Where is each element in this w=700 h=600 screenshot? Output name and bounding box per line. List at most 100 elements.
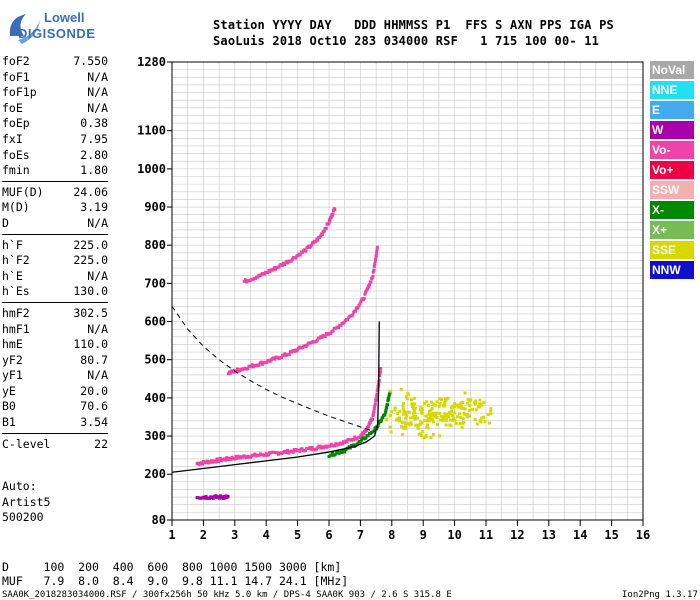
echo-point	[371, 274, 375, 278]
param-value: N/A	[87, 215, 108, 230]
x-tick-label: 5	[294, 528, 301, 542]
legend-item: NNW	[650, 261, 694, 279]
y-tick-label: 80	[152, 513, 166, 527]
header-labels: Station YYYY DAY DDD HHMMSS P1 FFS S AXN…	[213, 18, 614, 32]
echo-point	[468, 399, 472, 403]
echo-point	[402, 412, 406, 416]
echo-point	[449, 424, 453, 428]
echo-point	[353, 435, 357, 439]
echo-point	[272, 266, 276, 270]
param-separator	[2, 233, 108, 235]
echo-point	[324, 226, 328, 230]
echo-point	[432, 413, 436, 417]
echo-point	[415, 416, 419, 420]
echo-point	[343, 450, 347, 454]
echo-point	[431, 420, 435, 424]
echo-point	[428, 419, 432, 423]
echo-point	[386, 403, 390, 407]
x-tick-label: 6	[325, 528, 332, 542]
echo-point	[315, 447, 319, 451]
echo-point	[373, 262, 377, 266]
echo-point	[229, 457, 233, 461]
echo-point	[446, 415, 450, 419]
param-value: 7.95	[80, 131, 108, 146]
param-value: 24.06	[73, 184, 108, 199]
y-tick-label: 1280	[137, 55, 166, 69]
param-value: N/A	[87, 69, 108, 84]
echo-point	[263, 453, 267, 457]
echo-point	[268, 359, 272, 363]
echo-point	[233, 457, 237, 461]
echo-point	[301, 250, 305, 254]
echo-point	[441, 418, 445, 422]
echo-point	[322, 229, 326, 233]
echo-point	[223, 496, 227, 500]
echo-point	[416, 426, 420, 430]
param-key: foF1p	[2, 85, 37, 100]
y-tick-label: 200	[144, 467, 166, 481]
echo-point	[389, 430, 393, 434]
y-tick-label: 1100	[137, 124, 166, 138]
echo-point	[374, 257, 378, 261]
param-value: N/A	[87, 100, 108, 115]
echo-point	[262, 272, 266, 276]
echo-point	[320, 335, 324, 339]
echo-point	[373, 403, 377, 407]
echo-point	[304, 249, 308, 253]
echo-point	[364, 436, 368, 440]
echo-point	[266, 453, 270, 457]
echo-point	[404, 426, 408, 430]
echo-point	[369, 280, 373, 284]
echo-point	[447, 410, 451, 414]
echo-point	[430, 407, 434, 411]
echo-point	[327, 221, 331, 225]
auto-artist: Artist5	[2, 494, 51, 509]
x-tick-label: 10	[447, 528, 461, 542]
echo-point	[234, 454, 238, 458]
echo-point	[329, 442, 333, 446]
echo-point	[450, 414, 454, 418]
file-info: SAA0K_2018283034000.RSF / 300fx256h 50 k…	[2, 590, 452, 600]
param-value: 20.0	[80, 383, 108, 398]
echo-point	[401, 433, 405, 437]
echo-point	[401, 407, 405, 411]
echo-point	[345, 440, 349, 444]
echo-point	[457, 412, 461, 416]
echo-point	[410, 402, 414, 406]
auto-label: Auto:	[2, 479, 37, 493]
echo-point	[305, 343, 309, 347]
echo-point	[259, 273, 263, 277]
param-row: yF1 N/A	[2, 368, 108, 384]
echo-point	[368, 282, 372, 286]
echo-point	[460, 425, 464, 429]
echo-point	[483, 420, 487, 424]
legend-item: SSW	[650, 181, 694, 199]
param-key: foF2	[2, 54, 30, 68]
echo-point	[298, 449, 302, 453]
echo-point	[398, 409, 402, 413]
legend-item: E	[650, 101, 694, 119]
echo-point	[479, 420, 483, 424]
param-row: yF2 80.7	[2, 353, 108, 369]
echo-point	[289, 259, 293, 263]
echo-point	[264, 452, 268, 456]
echo-point	[271, 267, 275, 271]
param-value: 0.38	[80, 116, 108, 131]
echo-point	[412, 414, 416, 418]
echo-point	[372, 268, 376, 272]
echo-point	[428, 416, 432, 420]
echo-point	[203, 496, 207, 500]
legend: NoVal NNE E W Vo- Vo+ SSW X- X+ SSE NNW	[650, 61, 694, 281]
echo-point	[365, 428, 369, 432]
echo-point	[467, 408, 471, 412]
echo-point	[463, 407, 467, 411]
echo-point	[466, 398, 470, 402]
echo-point	[366, 434, 370, 438]
echo-point	[385, 418, 389, 422]
param-value: N/A	[87, 268, 108, 283]
echo-point	[373, 402, 377, 406]
echo-point	[453, 411, 457, 415]
echo-point	[479, 404, 483, 408]
echo-point	[378, 370, 382, 374]
